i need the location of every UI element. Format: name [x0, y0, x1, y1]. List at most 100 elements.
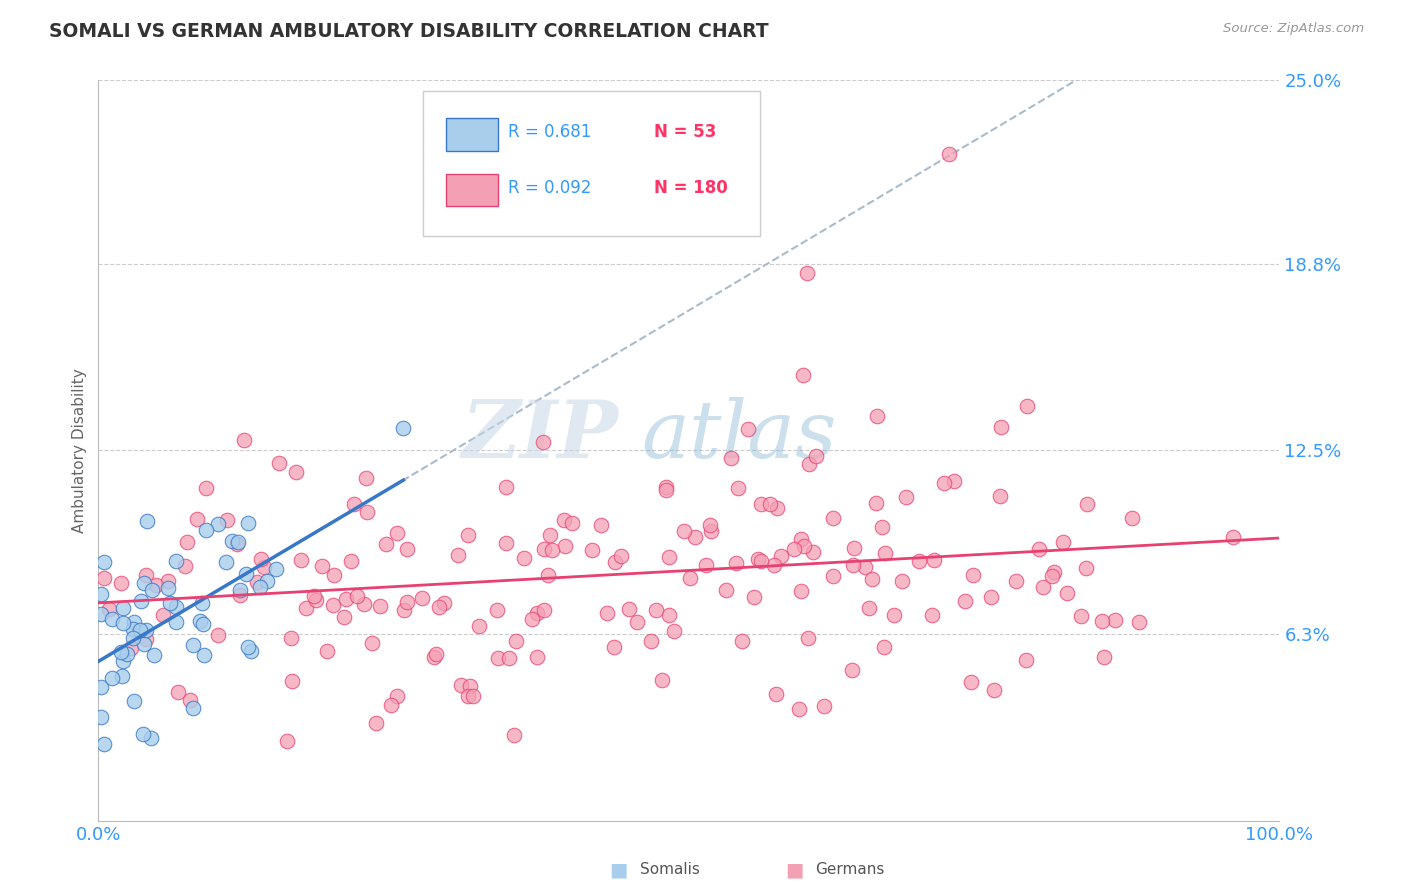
Point — [238, 516, 260, 530]
Point — [762, 558, 785, 572]
Point — [858, 601, 880, 615]
Point — [873, 547, 896, 561]
Point — [302, 589, 325, 603]
Text: Source: ZipAtlas.com: Source: ZipAtlas.com — [1223, 22, 1364, 36]
Point — [122, 631, 145, 645]
Point — [111, 600, 134, 615]
Point — [181, 638, 204, 652]
Point — [225, 537, 247, 551]
Point — [759, 497, 782, 511]
Point — [793, 539, 815, 553]
Point — [894, 490, 917, 504]
Point — [962, 568, 984, 582]
Point — [553, 513, 575, 527]
Text: ■: ■ — [609, 860, 628, 880]
Point — [236, 640, 259, 654]
Point — [375, 536, 398, 550]
Point — [813, 699, 835, 714]
Point — [658, 549, 681, 564]
Point — [433, 596, 456, 610]
Point — [765, 687, 787, 701]
Point — [174, 559, 197, 574]
Point — [387, 689, 409, 703]
Point — [112, 654, 135, 668]
Point — [129, 593, 152, 607]
Point — [311, 559, 333, 574]
Point — [783, 542, 806, 557]
Point — [678, 571, 700, 585]
Point — [194, 481, 217, 495]
Point — [221, 533, 243, 548]
Point — [725, 556, 748, 570]
Point — [90, 587, 112, 601]
Text: ZIP: ZIP — [461, 397, 619, 475]
Point — [596, 606, 619, 620]
Point — [685, 530, 707, 544]
Point — [1070, 608, 1092, 623]
Point — [139, 731, 162, 746]
FancyBboxPatch shape — [446, 174, 498, 206]
Point — [853, 560, 876, 574]
Point — [458, 679, 481, 693]
Point — [1092, 650, 1115, 665]
Point — [1015, 399, 1038, 413]
Point — [942, 474, 965, 488]
Point — [797, 457, 820, 471]
Point — [463, 690, 485, 704]
Point — [215, 555, 238, 569]
Point — [128, 623, 150, 637]
Point — [380, 698, 402, 713]
Point — [891, 574, 914, 588]
Text: atlas: atlas — [641, 397, 837, 475]
Point — [766, 501, 789, 516]
Point — [495, 480, 517, 494]
Point — [934, 476, 956, 491]
Point — [770, 549, 793, 563]
Point — [322, 598, 344, 612]
Point — [486, 603, 509, 617]
Point — [727, 481, 749, 495]
Point — [111, 669, 134, 683]
Text: N = 180: N = 180 — [654, 178, 727, 196]
Point — [1128, 615, 1150, 630]
Point — [1032, 580, 1054, 594]
FancyBboxPatch shape — [446, 118, 498, 151]
Point — [346, 589, 368, 603]
Point — [264, 562, 287, 576]
Point — [179, 692, 201, 706]
Point — [159, 596, 181, 610]
Point — [662, 624, 685, 638]
Point — [1040, 569, 1063, 583]
Point — [90, 680, 112, 694]
Point — [581, 543, 603, 558]
Point — [142, 648, 165, 663]
Point — [731, 634, 754, 648]
Point — [193, 648, 215, 662]
Point — [176, 535, 198, 549]
Point — [841, 663, 863, 677]
Point — [860, 572, 883, 586]
Y-axis label: Ambulatory Disability: Ambulatory Disability — [72, 368, 87, 533]
Point — [1014, 652, 1036, 666]
Point — [797, 631, 820, 645]
Point — [533, 541, 555, 556]
Text: R = 0.092: R = 0.092 — [508, 178, 592, 196]
Point — [486, 651, 509, 665]
Point — [503, 728, 526, 742]
Text: Somalis: Somalis — [640, 863, 700, 877]
Point — [132, 575, 155, 590]
Point — [100, 671, 122, 685]
Point — [112, 615, 135, 630]
Point — [737, 422, 759, 436]
Point — [531, 434, 554, 449]
Point — [343, 497, 366, 511]
Point — [983, 683, 1005, 698]
Point — [333, 610, 356, 624]
Point — [699, 518, 721, 533]
Point — [980, 590, 1002, 604]
Point — [955, 594, 977, 608]
Point — [423, 649, 446, 664]
Point — [1056, 586, 1078, 600]
Point — [97, 601, 120, 615]
Point — [922, 553, 945, 567]
